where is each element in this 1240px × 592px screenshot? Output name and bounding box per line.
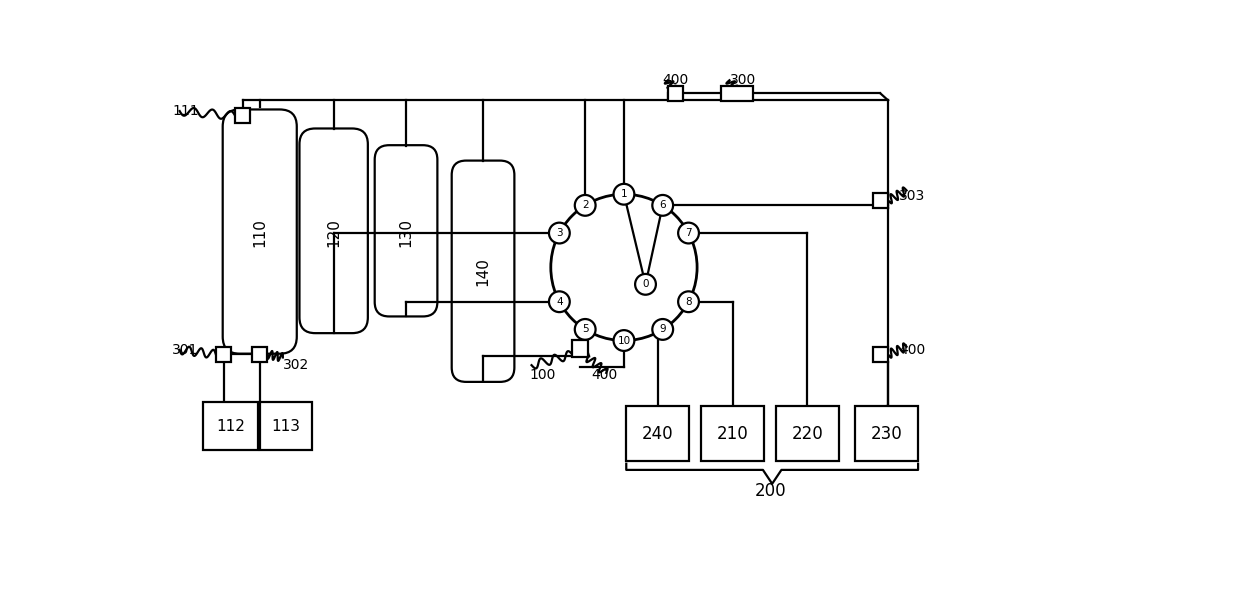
Bar <box>720 86 754 101</box>
Text: 300: 300 <box>729 73 755 87</box>
Text: 0: 0 <box>642 279 649 289</box>
Text: 120: 120 <box>326 218 341 247</box>
Bar <box>216 347 231 362</box>
Text: 301: 301 <box>172 343 198 357</box>
Text: 303: 303 <box>899 189 925 203</box>
Circle shape <box>652 195 673 215</box>
Circle shape <box>678 291 699 312</box>
Text: 113: 113 <box>272 419 300 433</box>
Circle shape <box>678 223 699 243</box>
Text: 210: 210 <box>717 424 749 443</box>
Text: 3: 3 <box>556 228 563 238</box>
Circle shape <box>614 184 635 205</box>
Text: 240: 240 <box>642 424 673 443</box>
Circle shape <box>575 195 595 215</box>
Text: 7: 7 <box>686 228 692 238</box>
Text: 230: 230 <box>870 424 903 443</box>
Circle shape <box>652 319 673 340</box>
Text: 400: 400 <box>662 73 688 87</box>
Bar <box>203 402 258 450</box>
Text: 140: 140 <box>475 257 491 286</box>
Bar <box>668 86 683 101</box>
Text: 100: 100 <box>529 368 556 382</box>
Text: 400: 400 <box>899 343 925 357</box>
Bar <box>701 406 764 461</box>
Text: 1: 1 <box>621 189 627 200</box>
Circle shape <box>549 223 569 243</box>
Bar <box>259 402 312 450</box>
Circle shape <box>549 291 569 312</box>
Text: 400: 400 <box>590 368 618 382</box>
Bar <box>873 193 888 208</box>
FancyBboxPatch shape <box>374 145 438 317</box>
Circle shape <box>614 330 635 351</box>
FancyBboxPatch shape <box>451 160 515 382</box>
Bar <box>236 108 250 123</box>
Text: 10: 10 <box>618 336 630 346</box>
Text: 110: 110 <box>252 218 268 247</box>
Circle shape <box>551 194 697 340</box>
Circle shape <box>575 319 595 340</box>
Bar <box>873 347 888 362</box>
Text: 302: 302 <box>283 358 309 372</box>
Text: 220: 220 <box>791 424 823 443</box>
Text: 5: 5 <box>582 324 589 334</box>
Bar <box>854 406 918 461</box>
Text: 112: 112 <box>216 419 246 433</box>
Bar <box>252 347 268 362</box>
Text: 111: 111 <box>172 104 198 118</box>
Text: 6: 6 <box>660 200 666 210</box>
FancyBboxPatch shape <box>300 128 368 333</box>
Bar <box>626 406 689 461</box>
Bar <box>776 406 838 461</box>
Text: 130: 130 <box>398 218 413 247</box>
FancyBboxPatch shape <box>223 110 296 353</box>
Text: 200: 200 <box>754 482 786 500</box>
Text: 2: 2 <box>582 200 589 210</box>
Circle shape <box>635 274 656 295</box>
Bar <box>573 340 588 357</box>
Text: 8: 8 <box>686 297 692 307</box>
Text: 9: 9 <box>660 324 666 334</box>
Text: 4: 4 <box>556 297 563 307</box>
